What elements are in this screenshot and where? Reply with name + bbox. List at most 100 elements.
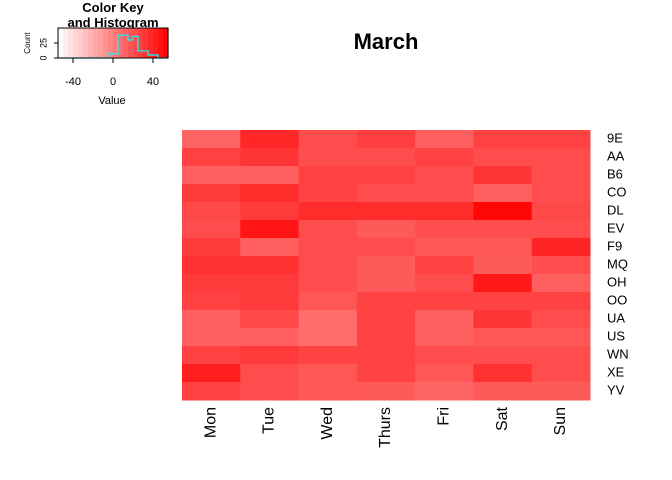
heatmap-cell <box>531 220 591 239</box>
heatmap-cell <box>182 202 241 221</box>
color-key-strip <box>123 28 129 58</box>
heatmap-row-label: OH <box>607 274 627 289</box>
heatmap-cell <box>415 130 474 149</box>
heatmap-cell <box>473 256 533 275</box>
color-key-strip <box>163 28 169 58</box>
heatmap-cell <box>356 310 416 329</box>
heatmap-cell <box>531 310 591 329</box>
heatmap-cell <box>415 202 474 221</box>
heatmap-row-label: F9 <box>607 238 622 253</box>
heatmap-cell <box>240 202 300 221</box>
heatmap-cell <box>356 148 416 167</box>
heatmap-row-label: OO <box>607 292 627 307</box>
color-key-x-tick-label: 40 <box>147 76 159 88</box>
heatmap-cell <box>182 274 241 293</box>
heatmap-cell <box>182 292 241 311</box>
heatmap-cell <box>531 274 591 293</box>
heatmap-cell <box>415 184 474 203</box>
heatmap-column-label: Mon <box>202 407 219 438</box>
heatmap-cell <box>298 202 358 221</box>
color-key-strip <box>158 28 164 58</box>
heatmap-cell <box>182 328 241 347</box>
heatmap-cell <box>473 310 533 329</box>
heatmap-row-label: YV <box>607 382 625 397</box>
heatmap-cell <box>240 130 300 149</box>
heatmap-cell <box>473 184 533 203</box>
heatmap-cell <box>531 346 591 365</box>
heatmap-cell <box>473 346 533 365</box>
heatmap-cell <box>240 148 300 167</box>
heatmap-cell <box>531 238 591 257</box>
color-key-x-tick-label: 0 <box>110 76 116 88</box>
color-key-y-tick-label: 0 <box>38 55 48 60</box>
heatmap-cell <box>298 166 358 185</box>
heatmap-cell <box>240 310 300 329</box>
heatmap-row-label: WN <box>607 346 629 361</box>
heatmap-row-labels: 9E AA B6 CO DL EV F9 MQ OH OO UA US WN XE YV <box>607 130 629 397</box>
heatmap-cell <box>240 184 300 203</box>
heatmap-row-label: 9E <box>607 130 623 145</box>
heatmap-cell <box>531 130 591 149</box>
heatmap-cell <box>182 382 241 401</box>
heatmap-cell <box>531 328 591 347</box>
color-key-title-line1: Color Key <box>82 0 144 15</box>
heatmap-cell <box>356 328 416 347</box>
heatmap-cell <box>473 220 533 239</box>
color-key-x-tick-label: -40 <box>65 76 81 88</box>
heatmap-column-label: Fri <box>436 407 453 426</box>
heatmap-cell <box>473 292 533 311</box>
heatmap-cell <box>531 202 591 221</box>
color-key-strip <box>143 28 149 58</box>
color-key-strip <box>98 28 104 58</box>
color-key-strip <box>148 28 154 58</box>
heatmap-cell <box>473 166 533 185</box>
heatmap-cell <box>415 274 474 293</box>
heatmap-cell <box>356 346 416 365</box>
heatmap-cell <box>356 166 416 185</box>
heatmap-title: March <box>354 29 419 54</box>
heatmap-row-label: AA <box>607 148 625 163</box>
heatmap-row-label: EV <box>607 220 625 235</box>
heatmap-cell <box>298 328 358 347</box>
heatmap-cell <box>240 238 300 257</box>
heatmap-cell <box>531 364 591 383</box>
color-key-gradient <box>58 28 169 58</box>
heatmap-cell <box>298 256 358 275</box>
heatmap-cell <box>473 382 533 401</box>
heatmap-cell <box>240 166 300 185</box>
heatmap-cell <box>356 202 416 221</box>
heatmap-cell <box>415 382 474 401</box>
heatmap-cell <box>298 148 358 167</box>
color-key-strip <box>128 28 134 58</box>
heatmap-cell <box>298 220 358 239</box>
heatmap-cell <box>473 364 533 383</box>
heatmap-cell <box>473 274 533 293</box>
color-key-y-axis: 0 25 <box>38 38 59 61</box>
heatmap-cell <box>240 274 300 293</box>
heatmap-cell <box>240 328 300 347</box>
heatmap-row-label: UA <box>607 310 625 325</box>
color-key-strip <box>78 28 84 58</box>
heatmap-cell <box>240 292 300 311</box>
heatmap-cell <box>531 184 591 203</box>
heatmap-cell <box>298 292 358 311</box>
color-key-strip <box>58 28 64 58</box>
heatmap-cell <box>473 148 533 167</box>
heatmap-cell <box>531 382 591 401</box>
color-key-strip <box>103 28 109 58</box>
heatmap-cell <box>415 364 474 383</box>
heatmap-cell <box>531 292 591 311</box>
color-key-histogram-line <box>58 34 168 59</box>
color-key-histogram <box>58 34 168 59</box>
heatmap-cell <box>240 256 300 275</box>
heatmap-cell <box>415 292 474 311</box>
heatmap-row-label: MQ <box>607 256 628 271</box>
heatmap-cell <box>298 310 358 329</box>
heatmap-cell <box>182 130 241 149</box>
heatmap-cell <box>531 148 591 167</box>
heatmap-cell <box>298 364 358 383</box>
heatmap-cell <box>240 364 300 383</box>
heatmap-cell <box>240 220 300 239</box>
heatmap-cell <box>356 130 416 149</box>
